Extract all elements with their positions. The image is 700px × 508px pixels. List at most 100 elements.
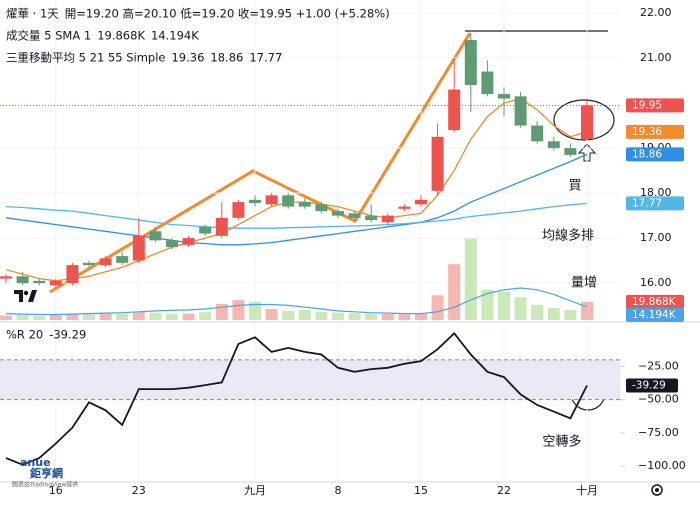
volume-bar — [265, 309, 278, 320]
symbol-title: 燿華 · 1天 — [6, 7, 59, 21]
candle-body — [298, 202, 311, 207]
y-tick-label: 17.00 — [640, 231, 672, 244]
candle-body — [166, 240, 178, 248]
volume-bar — [83, 314, 95, 320]
y-tick-label: −25.00 — [638, 359, 679, 372]
candle-body — [415, 199, 427, 205]
candle-body — [365, 215, 378, 221]
candle-body — [116, 256, 129, 263]
volume-bar — [33, 315, 46, 320]
y-tick-label: 18.00 — [640, 186, 672, 199]
price-tag-label: 18.86 — [632, 148, 662, 160]
volume-sma-line — [5, 287, 588, 316]
volume-bar — [315, 311, 328, 320]
volume-bar — [581, 301, 593, 320]
price-tag-label: 14.194K — [632, 309, 677, 321]
volume-bar — [381, 314, 394, 320]
volume-bar — [166, 314, 178, 320]
price-tag — [626, 147, 684, 162]
candle-body — [315, 204, 328, 212]
price-tag — [626, 196, 684, 211]
price-tag-label: 19.36 — [632, 126, 662, 138]
volume-bar — [514, 297, 527, 320]
volume-bar — [49, 314, 62, 320]
candle-body — [49, 280, 62, 286]
indicator-value: -39.29 — [49, 328, 86, 342]
candle-body — [66, 265, 79, 284]
candle-body — [514, 96, 527, 126]
volume-bar — [498, 291, 510, 320]
ma-legend-value: 17.77 — [249, 51, 282, 65]
moving-average-line — [5, 202, 588, 229]
price-tag — [626, 98, 684, 113]
x-tick-label: 16 — [49, 484, 63, 497]
price-tag-label: 19.868K — [632, 296, 677, 308]
volume-bar — [298, 309, 311, 320]
volume-bar — [348, 313, 361, 320]
candle-body — [232, 202, 245, 218]
annotation: 空轉多 — [542, 434, 581, 450]
percent-r-line — [5, 331, 588, 466]
volume-bar — [182, 313, 195, 320]
volume-bar — [415, 314, 427, 320]
band — [0, 359, 620, 400]
volume-legend-title: 成交量 5 SMA 1 — [6, 29, 91, 43]
x-tick-label: 15 — [414, 484, 428, 497]
ohlc-legend: 開=19.20 高=20.10 低=19.20 收=19.95 +1.00 (+… — [65, 7, 390, 21]
candle-body — [398, 206, 411, 209]
volume-bar — [16, 314, 29, 320]
candle-body — [149, 231, 162, 241]
y-tick-label: 22.00 — [640, 6, 672, 19]
candle-body — [564, 148, 577, 155]
y-tick-label: −100.00 — [638, 459, 686, 472]
candle-body — [215, 217, 228, 236]
volume-bar — [199, 312, 212, 320]
volume-bar — [531, 304, 544, 320]
volume-bar — [0, 315, 12, 320]
volume-bar — [464, 238, 477, 320]
candle-body — [132, 235, 145, 261]
candle-body — [282, 195, 295, 207]
volume-bar — [398, 314, 411, 320]
settings-icon[interactable] — [651, 484, 663, 496]
x-tick-label: 22 — [497, 484, 511, 497]
annotation: 量增 — [571, 276, 597, 291]
y-tick-label: 21.00 — [640, 51, 672, 64]
highlight-circle — [553, 99, 615, 141]
candle-body — [83, 262, 95, 266]
candle-body — [33, 280, 46, 284]
candle-body — [332, 211, 344, 216]
volume-bar — [332, 312, 344, 320]
volume-bar — [431, 295, 444, 320]
volume-bar — [249, 301, 261, 320]
volume-bar — [149, 312, 162, 320]
moving-average-line — [5, 97, 588, 282]
candle-body — [448, 89, 461, 131]
candle-body — [431, 136, 444, 191]
candle-body — [547, 141, 560, 149]
volume-bar — [448, 264, 461, 320]
volume-bar — [547, 308, 560, 320]
price-tag — [626, 307, 684, 322]
candle-body — [381, 215, 394, 223]
candle-body — [581, 105, 593, 140]
volume-bar — [282, 310, 295, 320]
candle-body — [498, 94, 510, 99]
x-tick-label: 九月 — [244, 484, 266, 497]
tv-logo — [14, 290, 37, 302]
x-tick-label: 23 — [132, 484, 146, 497]
volume-legend-value: 19.868K — [97, 29, 145, 43]
volume-bar — [66, 313, 79, 320]
price-tag-label: 19.95 — [632, 99, 662, 111]
price-tag — [626, 378, 678, 393]
indicator-title: %R 20 — [6, 328, 43, 342]
x-tick-label: 十月 — [576, 483, 598, 497]
volume-bar — [365, 313, 378, 320]
ma-legend-value: 19.36 — [171, 51, 204, 65]
candle-body — [16, 276, 29, 284]
credit: 圖表由TradingView提供 — [12, 481, 78, 489]
annotation: 均線多排 — [542, 228, 594, 244]
volume-bar — [564, 309, 577, 320]
